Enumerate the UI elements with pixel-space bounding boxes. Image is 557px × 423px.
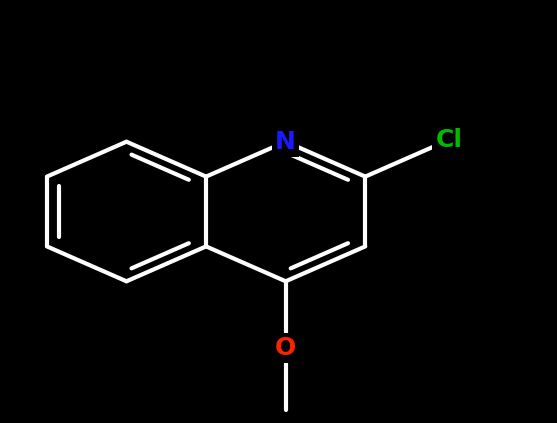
Text: Cl: Cl xyxy=(436,128,462,152)
Text: N: N xyxy=(275,130,296,154)
Text: O: O xyxy=(275,335,296,360)
